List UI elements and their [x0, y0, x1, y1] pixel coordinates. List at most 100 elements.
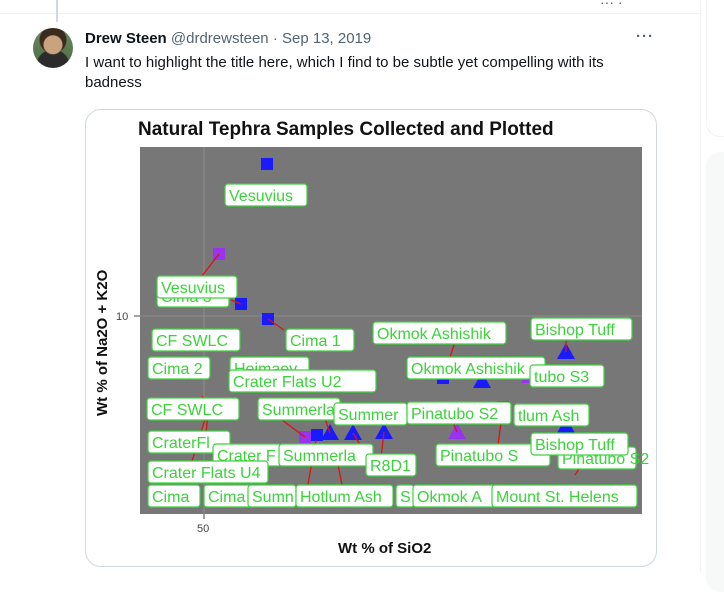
- data-label-box: [530, 317, 633, 341]
- data-label: Cima: [147, 484, 201, 508]
- data-label: Crater Flats U2: [228, 369, 377, 393]
- data-point-triangle: [473, 372, 491, 388]
- data-label-text: Crater Flats U2: [233, 374, 342, 391]
- tweet-text: I want to highlight the title here, whic…: [85, 54, 604, 91]
- thread-line: [56, 0, 58, 22]
- author-name[interactable]: Drew Steen: [85, 30, 167, 47]
- data-label-box: [530, 432, 629, 456]
- data-label-text: tubo S3: [534, 369, 589, 386]
- data-label: tubo S3: [529, 364, 605, 388]
- data-point-triangle: [375, 423, 393, 439]
- data-label-text: Mount St. Helens: [496, 489, 619, 506]
- data-label: Okmok Ashishik: [406, 356, 546, 380]
- data-label-text: Vesuvius: [161, 280, 225, 297]
- data-label-text: Hotlum Ash: [300, 489, 382, 506]
- data-label: Vesuvius: [156, 275, 238, 299]
- data-label: Cima: [203, 484, 253, 508]
- data-label: Pinatubo S: [435, 443, 551, 467]
- data-label-box: [295, 484, 394, 508]
- x-axis-label: Wt % of SiO2: [338, 540, 431, 557]
- chart-title: Natural Tephra Samples Collected and Plo…: [138, 119, 554, 140]
- data-label-text: CF SWLC: [156, 333, 228, 350]
- data-label-text: Summerla: [262, 402, 335, 419]
- data-label-text: tlum Ash: [518, 408, 579, 425]
- tweet-date[interactable]: Sep 13, 2019: [282, 30, 372, 47]
- leader-line: [230, 299, 242, 305]
- data-label: Okmok Ashishik: [372, 321, 507, 345]
- tweet-media[interactable]: Natural Tephra Samples Collected and Plo…: [85, 109, 657, 567]
- data-label: CF SWLC: [151, 328, 241, 352]
- data-label: CF SWLC: [146, 397, 240, 421]
- data-point-square: [311, 429, 323, 441]
- data-label-text: CF SWLC: [151, 402, 223, 419]
- data-label-text: Cima: [208, 489, 245, 506]
- data-label-text: Summer: [338, 407, 399, 424]
- chart: Natural Tephra Samples Collected and Plo…: [94, 119, 649, 557]
- data-label-text: Cima: [152, 489, 189, 506]
- data-label: Bishop Tuff: [530, 432, 629, 456]
- leader-line: [201, 253, 220, 277]
- data-label-box: [147, 356, 211, 380]
- data-label-box: [285, 328, 355, 352]
- author-handle[interactable]: @drdrewsteen: [170, 30, 269, 47]
- data-point-square: [261, 158, 273, 170]
- data-label-box: [491, 484, 638, 508]
- data-label: tlum Ash: [513, 403, 590, 427]
- data-label-box: [513, 403, 590, 427]
- data-label-box: [224, 183, 308, 207]
- data-label-text: CraterFl: [152, 435, 210, 452]
- data-label-text: Crater Flats U4: [152, 465, 261, 482]
- sidebar-card: [706, 152, 724, 592]
- data-label-text: R8D1: [370, 458, 411, 475]
- y-axis-label: Wt % of Na2O + K2O: [94, 269, 111, 416]
- data-label-text: Pinatubo S2: [411, 406, 498, 423]
- data-label-text: Bishop Tuff: [535, 322, 615, 339]
- data-label-box: [372, 321, 507, 345]
- data-label-box: [146, 397, 240, 421]
- y-tick-label: 10: [116, 311, 128, 323]
- data-label: Cima 2: [147, 356, 211, 380]
- data-label-box: [147, 460, 269, 484]
- data-label-box: [156, 275, 238, 299]
- data-label-box: [147, 484, 201, 508]
- data-label-box: [529, 364, 605, 388]
- data-label: R8D1: [365, 453, 417, 477]
- data-label: Summerla: [278, 443, 374, 467]
- data-label-text: Okmok Ashishik: [411, 361, 526, 378]
- data-label: Pinatubo S2: [406, 401, 512, 425]
- data-label-text: Cima 1: [290, 333, 341, 350]
- sidebar-card: [706, 0, 724, 137]
- data-label: Summer: [333, 402, 408, 426]
- data-label: Bishop Tuff: [530, 317, 633, 341]
- data-label: Vesuvius: [224, 183, 308, 207]
- tweet-header: Drew Steen @drdrewsteen · Sep 13, 2019: [85, 29, 371, 49]
- data-label-text: Okmok Ashishik: [377, 326, 492, 343]
- data-label-text: Sumn: [252, 489, 294, 506]
- avatar[interactable]: [33, 28, 73, 68]
- data-label-box: [147, 430, 231, 454]
- data-label-box: [228, 369, 377, 393]
- data-label: Okmok A: [412, 484, 496, 508]
- data-label-text: Bishop Tuff: [535, 437, 615, 454]
- data-label-text: Summerla: [283, 448, 356, 465]
- data-label: Summerla: [257, 397, 341, 421]
- leader-line: [281, 419, 306, 438]
- data-label-text: Okmok A: [417, 489, 482, 506]
- data-label-box: [151, 328, 241, 352]
- data-label: Hotlum Ash: [295, 484, 394, 508]
- data-label-box: [365, 453, 417, 477]
- divider: [0, 13, 700, 14]
- data-label-text: Pinatubo S: [440, 448, 518, 465]
- data-label: Cima 1: [285, 328, 355, 352]
- x-tick-label: 50: [197, 523, 209, 535]
- more-horizontal-icon[interactable]: ···: [636, 28, 654, 45]
- data-label: S: [395, 484, 415, 508]
- data-point-triangle: [344, 424, 362, 440]
- separator: ·: [272, 30, 278, 47]
- data-label-text: Cima 2: [152, 361, 203, 378]
- data-label-text: Vesuvius: [229, 188, 293, 205]
- more-icon[interactable]: ··· ·: [600, 0, 623, 10]
- data-label: Crater Flats U4: [147, 460, 269, 484]
- leader-line: [267, 318, 285, 331]
